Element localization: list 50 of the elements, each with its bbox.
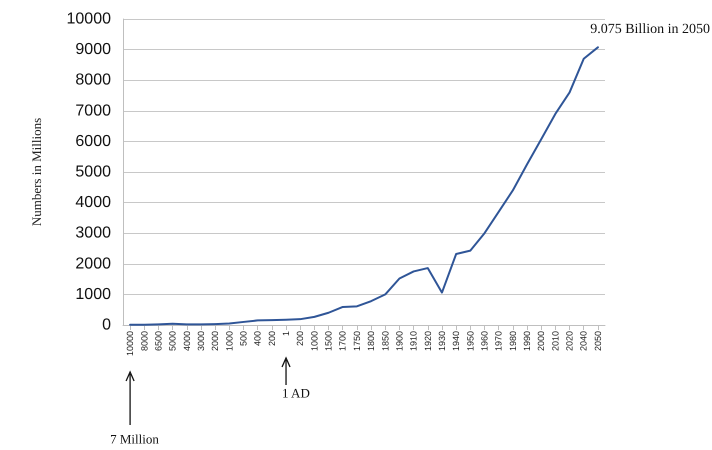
x-tick-label: 500 bbox=[238, 331, 248, 346]
x-tick-label: 1960 bbox=[480, 331, 490, 352]
x-tick-label: 2000 bbox=[210, 331, 220, 352]
y-tick-label: 8000 bbox=[75, 72, 112, 89]
x-tick-label: 1970 bbox=[494, 331, 504, 352]
annotation: 9.075 Billion in 2050 bbox=[590, 22, 710, 37]
x-tick-label: 2050 bbox=[592, 331, 603, 352]
x-tick-label: 1000 bbox=[309, 331, 320, 352]
y-axis-title: Numbers in Millions bbox=[29, 118, 44, 226]
x-tick-label: 2010 bbox=[550, 331, 560, 352]
y-tick-label: 1000 bbox=[75, 286, 112, 303]
x-tick-label: 1910 bbox=[408, 331, 419, 352]
y-tick-label: 3000 bbox=[75, 224, 112, 242]
text: 1 AD bbox=[282, 386, 310, 400]
line-series bbox=[129, 46, 599, 326]
x-tick-label: 1990 bbox=[522, 331, 532, 352]
y-tick-label: 9000 bbox=[75, 41, 112, 58]
x-tick-label: 8000 bbox=[139, 331, 150, 352]
x-tick-label: 1940 bbox=[451, 331, 462, 352]
y-tick-label: 5000 bbox=[75, 164, 112, 180]
x-tick-label: 1750 bbox=[352, 331, 362, 352]
y-tick-label: 0 bbox=[102, 316, 112, 334]
x-tick-label: 1980 bbox=[508, 331, 518, 352]
x-tick-label: 2020 bbox=[564, 331, 575, 352]
text: 7 Million bbox=[110, 432, 160, 446]
x-tick-label: 200 bbox=[295, 331, 306, 346]
x-tick-label: 200 bbox=[266, 331, 277, 346]
x-tick-label: 2000 bbox=[536, 331, 546, 352]
x-tick-label: 1 bbox=[281, 331, 292, 336]
x-tick-label: 1800 bbox=[366, 331, 376, 352]
x-tick-label: 1700 bbox=[338, 331, 348, 352]
x-tick-label: 1930 bbox=[436, 331, 447, 352]
x-tick-label: 1900 bbox=[394, 331, 404, 352]
y-tick-label: 4000 bbox=[75, 194, 112, 212]
x-tick-label: 400 bbox=[252, 331, 263, 346]
x-tick-label: 2040 bbox=[578, 331, 589, 352]
x-tick-label: 4000 bbox=[182, 331, 192, 352]
x-tick-label: 5000 bbox=[168, 331, 178, 352]
x-tick-label: 10000 bbox=[125, 331, 136, 356]
x-tick-label: 1500 bbox=[324, 331, 334, 352]
y-tick-label: 7000 bbox=[75, 102, 112, 120]
x-tick-label: 1000 bbox=[224, 331, 234, 352]
x-tick-label: 6500 bbox=[153, 331, 164, 352]
y-tick-label: 10000 bbox=[66, 10, 112, 28]
x-tick-label: 3000 bbox=[196, 331, 206, 352]
x-tick-label: 1850 bbox=[380, 331, 390, 352]
x-tick-label: 1920 bbox=[422, 331, 433, 352]
y-tick-label: 6000 bbox=[75, 132, 112, 150]
x-tick-label: 1950 bbox=[465, 331, 476, 352]
y-tick-label: 2000 bbox=[75, 255, 112, 272]
